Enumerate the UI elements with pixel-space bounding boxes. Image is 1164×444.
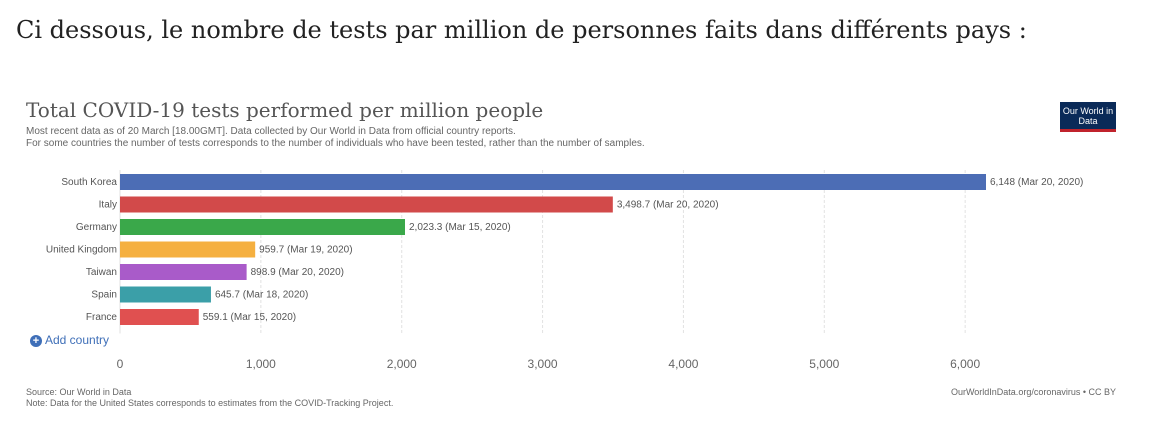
source-note: Source: Our World in Data Note: Data for… [26,387,393,409]
chart-title: Total COVID-19 tests performed per milli… [26,98,544,122]
value-label: 3,498.7 (Mar 20, 2020) [617,200,719,211]
add-country-button[interactable]: + Add country [30,333,109,347]
note-line: Note: Data for the United States corresp… [26,398,394,408]
bar [120,196,613,213]
bar [120,241,256,258]
category-label: United Kingdom [46,245,117,256]
value-label: 898.9 (Mar 20, 2020) [251,267,344,278]
category-label: Spain [91,290,117,301]
x-tick-label: 4,000 [668,357,698,371]
plus-circle-icon: + [30,335,42,347]
category-label: South Korea [61,177,117,188]
x-tick-label: 6,000 [950,357,980,371]
x-tick-label: 1,000 [246,357,276,371]
category-label: France [86,312,118,323]
add-country-label: Add country [45,333,110,347]
subtitle-line: For some countries the number of tests c… [26,138,645,149]
owid-logo[interactable]: Our World in Data [1060,102,1116,132]
credit-link[interactable]: OurWorldInData.org/coronavirus • CC BY [950,387,1116,397]
value-label: 6,148 (Mar 20, 2020) [990,177,1083,188]
intro-text: Ci dessous, le nombre de tests par milli… [16,16,1027,44]
bar [120,264,247,280]
chart-card: Total COVID-19 tests performed per milli… [20,96,1124,426]
x-tick-label: 3,000 [528,357,558,371]
x-tick-label: 0 [117,357,124,371]
bar [120,174,986,190]
value-label: 559.1 (Mar 15, 2020) [203,312,296,323]
category-label: Taiwan [86,267,117,278]
bar [120,309,199,325]
bar-chart: 0 1,000 2,000 3,000 4,000 5,000 6,000 South Kor… [46,170,1083,371]
subtitle-line: Most recent data as of 20 March [18.00GM… [26,126,516,137]
value-label: 645.7 (Mar 18, 2020) [215,290,308,301]
x-tick-label: 2,000 [387,357,417,371]
category-label: Germany [76,222,117,233]
source-line: Source: Our World in Data [26,387,132,397]
x-tick-label: 5,000 [809,357,839,371]
value-label: 959.7 (Mar 19, 2020) [259,245,352,256]
category-label: Italy [99,200,117,211]
bar [120,219,405,235]
value-label: 2,023.3 (Mar 15, 2020) [409,222,511,233]
bar [120,286,211,303]
chart-subtitle: Most recent data as of 20 March [18.00GM… [26,126,926,150]
